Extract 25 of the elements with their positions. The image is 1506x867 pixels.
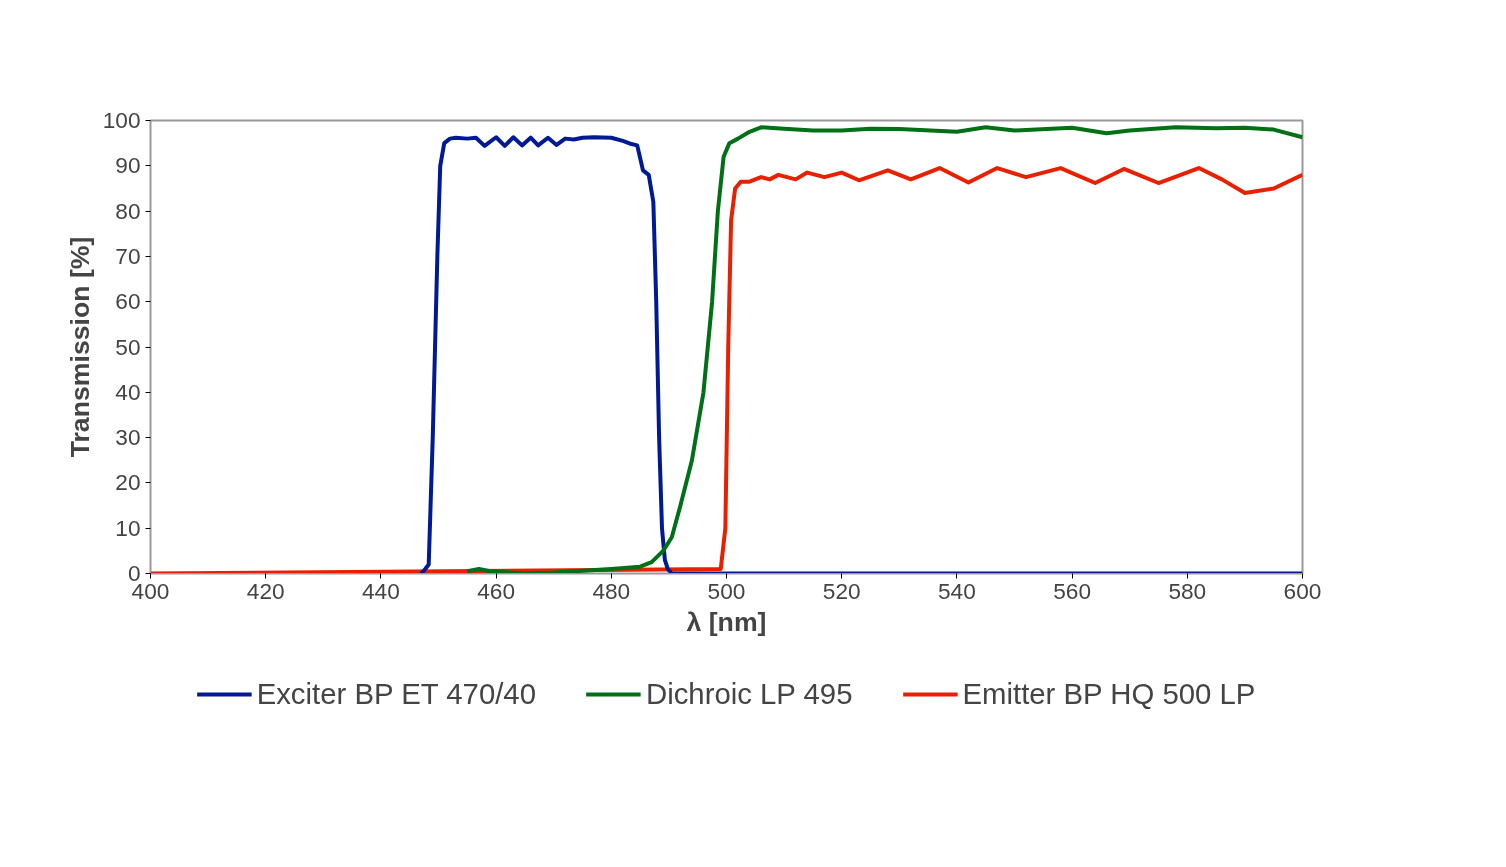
x-tick-label: 600 bbox=[1283, 577, 1322, 604]
x-tick-label: 460 bbox=[477, 577, 516, 604]
legend-label: Exciter BP ET 470/40 bbox=[256, 677, 536, 711]
x-tick-label: 480 bbox=[592, 577, 631, 604]
x-axis-title: λ [nm] bbox=[686, 606, 767, 637]
y-tick-label: 50 bbox=[115, 333, 141, 360]
y-tick-label: 100 bbox=[102, 107, 141, 133]
x-tick-label: 520 bbox=[822, 577, 861, 604]
y-tick-label: 20 bbox=[115, 469, 141, 496]
x-tick-label: 540 bbox=[938, 577, 976, 604]
y-axis-title: Transmission [%] bbox=[64, 236, 95, 458]
legend-label: Dichroic LP 495 bbox=[645, 677, 853, 711]
x-tick-label: 420 bbox=[246, 577, 285, 604]
x-tick-label: 560 bbox=[1053, 577, 1092, 604]
y-tick-label: 10 bbox=[115, 514, 141, 541]
legend-label: Emitter BP HQ 500 LP bbox=[962, 677, 1256, 711]
y-tick-label: 80 bbox=[115, 197, 141, 224]
y-tick-label: 90 bbox=[115, 152, 141, 179]
y-tick-label: 60 bbox=[115, 288, 141, 315]
y-tick-label: 30 bbox=[115, 424, 141, 451]
x-tick-label: 440 bbox=[362, 577, 400, 604]
x-tick-label: 500 bbox=[707, 577, 746, 604]
x-tick-label: 580 bbox=[1168, 577, 1207, 604]
y-tick-label: 40 bbox=[115, 378, 141, 405]
y-tick-label: 70 bbox=[115, 242, 141, 269]
